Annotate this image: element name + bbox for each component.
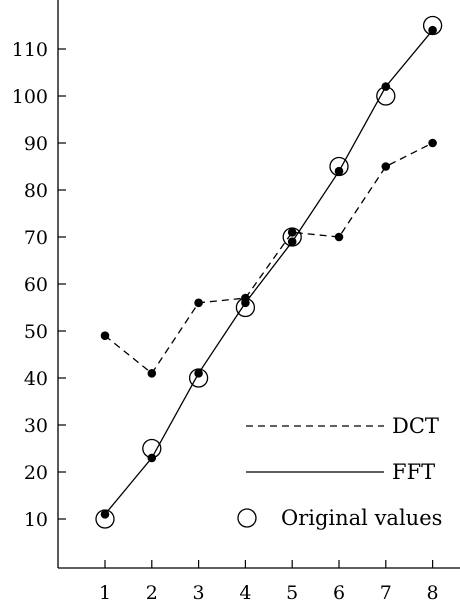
y-tick-label: 20: [24, 462, 48, 484]
series: [95, 15, 443, 529]
legend-original-label: Original values: [281, 506, 442, 530]
x-tick-label: 1: [99, 582, 111, 604]
x-tick-label: 6: [333, 582, 345, 604]
x-tick-label: 8: [427, 582, 439, 604]
fft-line: [104, 29, 434, 515]
dct-point: [334, 232, 344, 242]
fft-point: [194, 369, 203, 378]
original-values-point: [142, 438, 162, 459]
y-tick-label: 40: [24, 368, 48, 390]
fft-point: [241, 298, 250, 308]
y-tick-label: 70: [24, 227, 48, 249]
y-tick-label: 10: [24, 509, 48, 531]
dct-point: [381, 162, 391, 171]
y-tick-label: 90: [24, 133, 48, 155]
original-values-point: [235, 297, 256, 318]
x-tick-label: 5: [286, 582, 298, 604]
x-tick-label: 2: [146, 582, 158, 604]
fft-point: [100, 510, 110, 519]
original-values-point: [95, 509, 115, 529]
fft-point: [334, 166, 344, 176]
y-tick-label: 60: [24, 274, 48, 296]
x-tick-label: 7: [380, 582, 392, 604]
original-values-point: [329, 156, 349, 177]
fft-point: [287, 237, 297, 246]
ticks: 10 20 30 40 50 60 70 80 90 100 110 1 2 3 4 5 6 7 8: [12, 39, 439, 604]
original-values-point: [376, 86, 396, 106]
y-tick-label: 110: [12, 39, 48, 61]
legend: DCT FFT Original values: [237, 414, 442, 530]
legend-original-marker: [237, 508, 257, 528]
original-values-point: [422, 15, 443, 36]
dct-point: [194, 298, 203, 308]
dct-point: [287, 228, 297, 237]
legend-dct-label: DCT: [392, 414, 439, 438]
fft-point: [428, 25, 437, 35]
dct-point: [100, 331, 110, 341]
y-tick-label: 80: [24, 180, 48, 202]
legend-fft-label: FFT: [392, 460, 435, 484]
original-values-point: [282, 227, 302, 247]
x-tick-label: 4: [239, 582, 251, 604]
y-tick-label: 50: [24, 321, 48, 343]
dct-point: [147, 369, 157, 378]
dct-point: [428, 138, 437, 148]
dct-line: [104, 142, 433, 375]
x-tick-label: 3: [193, 582, 205, 604]
y-tick-label: 100: [12, 86, 48, 108]
y-tick-label: 30: [24, 415, 48, 437]
original-values-point: [188, 368, 209, 388]
